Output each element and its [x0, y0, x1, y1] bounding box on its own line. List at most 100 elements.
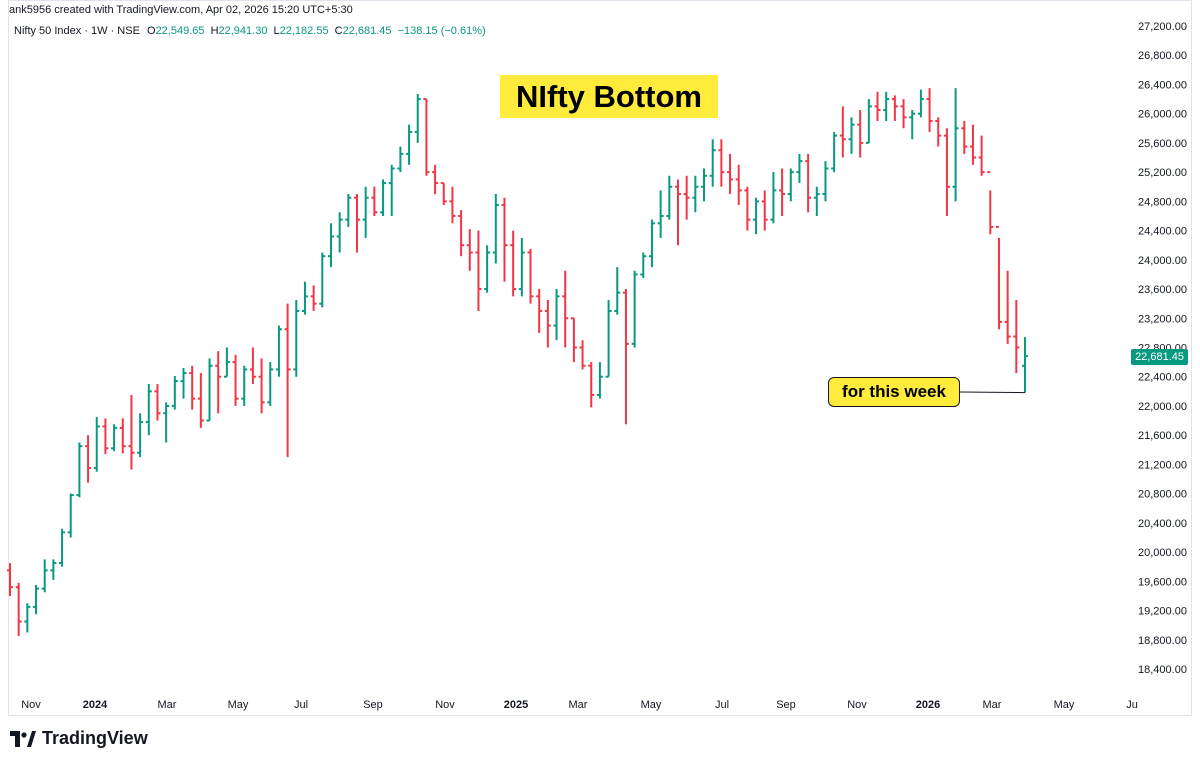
ohlc-bar: [1022, 337, 1028, 393]
ohlc-bar: [657, 190, 664, 238]
ohlc-bar: [596, 362, 603, 399]
x-tick-label: 2026: [916, 699, 940, 711]
ohlc-bar: [961, 120, 968, 154]
ohlc-bar: [727, 153, 734, 195]
low-value: 22,182.55: [279, 25, 329, 37]
ohlc-bar: [640, 252, 647, 279]
ohlc-bar: [900, 99, 907, 129]
ohlc-bar: [371, 186, 378, 216]
y-tick-label: 25,600.00: [1138, 138, 1187, 150]
ohlc-bar: [753, 197, 760, 235]
ohlc-bar: [154, 384, 161, 421]
ohlc-bar: [648, 219, 655, 268]
y-tick-label: 26,800.00: [1138, 50, 1187, 62]
ohlc-bar: [215, 351, 222, 414]
ohlc-bar: [952, 88, 959, 202]
ohlc-bar: [544, 300, 551, 348]
ohlc-bar: [570, 317, 577, 363]
ohlc-bar: [111, 424, 118, 452]
ohlc-bar: [397, 146, 404, 173]
chart-title-annotation: NIfty Bottom: [500, 75, 718, 118]
ohlc-bar: [345, 194, 352, 227]
y-tick-label: 21,600.00: [1138, 430, 1187, 442]
ohlc-bar: [41, 559, 48, 593]
ohlc-bar: [440, 182, 447, 206]
ohlc-bar: [137, 413, 144, 458]
ohlc-bar: [631, 270, 638, 348]
ohlc-bar: [683, 175, 690, 220]
y-tick-label: 18,400.00: [1138, 664, 1187, 676]
ohlc-bar: [466, 229, 473, 271]
close-value: 22,681.45: [342, 25, 392, 37]
ohlc-bar: [969, 124, 976, 165]
ohlc-bar: [926, 88, 933, 132]
x-tick-label: Mar: [983, 699, 1002, 711]
open-label: O: [147, 25, 156, 37]
y-tick-label: 24,800.00: [1138, 196, 1187, 208]
ohlc-bar: [779, 168, 786, 216]
ohlc-bar: [943, 128, 950, 216]
ohlc-bar: [249, 347, 256, 385]
ohlc-bar: [1013, 300, 1020, 374]
ohlc-bar: [666, 175, 673, 220]
ohlc-bar: [701, 168, 708, 202]
ohlc-bar: [796, 153, 803, 184]
tradingview-logo[interactable]: TradingView: [10, 728, 148, 749]
callout-connector: [959, 391, 1026, 394]
tradingview-icon: [10, 730, 36, 747]
ohlc-bar: [102, 418, 109, 455]
x-tick-label: Nov: [21, 699, 41, 711]
y-tick-label: 18,800.00: [1138, 635, 1187, 647]
ohlc-bar: [33, 584, 40, 615]
ohlc-bar: [874, 91, 881, 121]
ohlc-bar: [458, 210, 465, 257]
ohlc-bar: [510, 230, 517, 297]
x-tick-label: Mar: [569, 699, 588, 711]
x-tick-label: Jul: [294, 699, 308, 711]
ohlc-bar: [995, 225, 1002, 330]
y-tick-label: 25,200.00: [1138, 167, 1187, 179]
ohlc-bar: [831, 131, 838, 173]
x-tick-label: Sep: [776, 699, 796, 711]
high-label: H: [210, 25, 219, 37]
ohlc-bar: [180, 367, 187, 399]
last-price-badge: 22,681.45: [1131, 349, 1188, 365]
ohlc-bar: [67, 493, 74, 538]
ohlc-bar: [622, 289, 629, 425]
ohlc-bar: [735, 164, 742, 206]
y-tick-label: 20,800.00: [1138, 489, 1187, 501]
y-tick-label: 24,400.00: [1138, 226, 1187, 238]
y-tick-label: 20,400.00: [1138, 518, 1187, 530]
ohlc-bar: [718, 139, 725, 187]
ohlc-bar: [484, 245, 491, 293]
x-tick-label: Mar: [158, 699, 177, 711]
x-tick-label: 2025: [504, 699, 528, 711]
ohlc-bar: [284, 303, 291, 458]
brand-name: TradingView: [42, 728, 148, 748]
ohlc-bar: [128, 394, 135, 470]
symbol-label: Nifty 50 Index · 1W · NSE: [14, 25, 140, 37]
ohlc-bar: [761, 190, 768, 231]
y-tick-label: 26,400.00: [1138, 79, 1187, 91]
ohlc-bar: [692, 175, 699, 213]
ohlc-bar: [85, 435, 92, 483]
x-tick-label: May: [1054, 699, 1075, 711]
ohlc-bar: [909, 110, 916, 140]
ohlc-bar: [354, 194, 361, 253]
ohlc-bar: [978, 135, 985, 176]
high-value: 22,941.30: [218, 25, 268, 37]
open-value: 22,549.65: [155, 25, 205, 37]
ohlc-bar: [24, 603, 31, 633]
y-tick-label: 27,200.00: [1138, 21, 1187, 33]
ohlc-bar: [744, 186, 751, 231]
ohlc-bar: [406, 124, 413, 165]
ohlc-bar: [388, 164, 395, 216]
ohlc-bar: [527, 248, 534, 304]
x-tick-label: Nov: [847, 699, 867, 711]
low-label: L: [273, 25, 280, 37]
ohlc-bar: [857, 110, 864, 158]
ohlc-bar: [267, 362, 274, 406]
ohlc-bar: [197, 373, 204, 428]
ohlc-bar: [59, 528, 66, 567]
